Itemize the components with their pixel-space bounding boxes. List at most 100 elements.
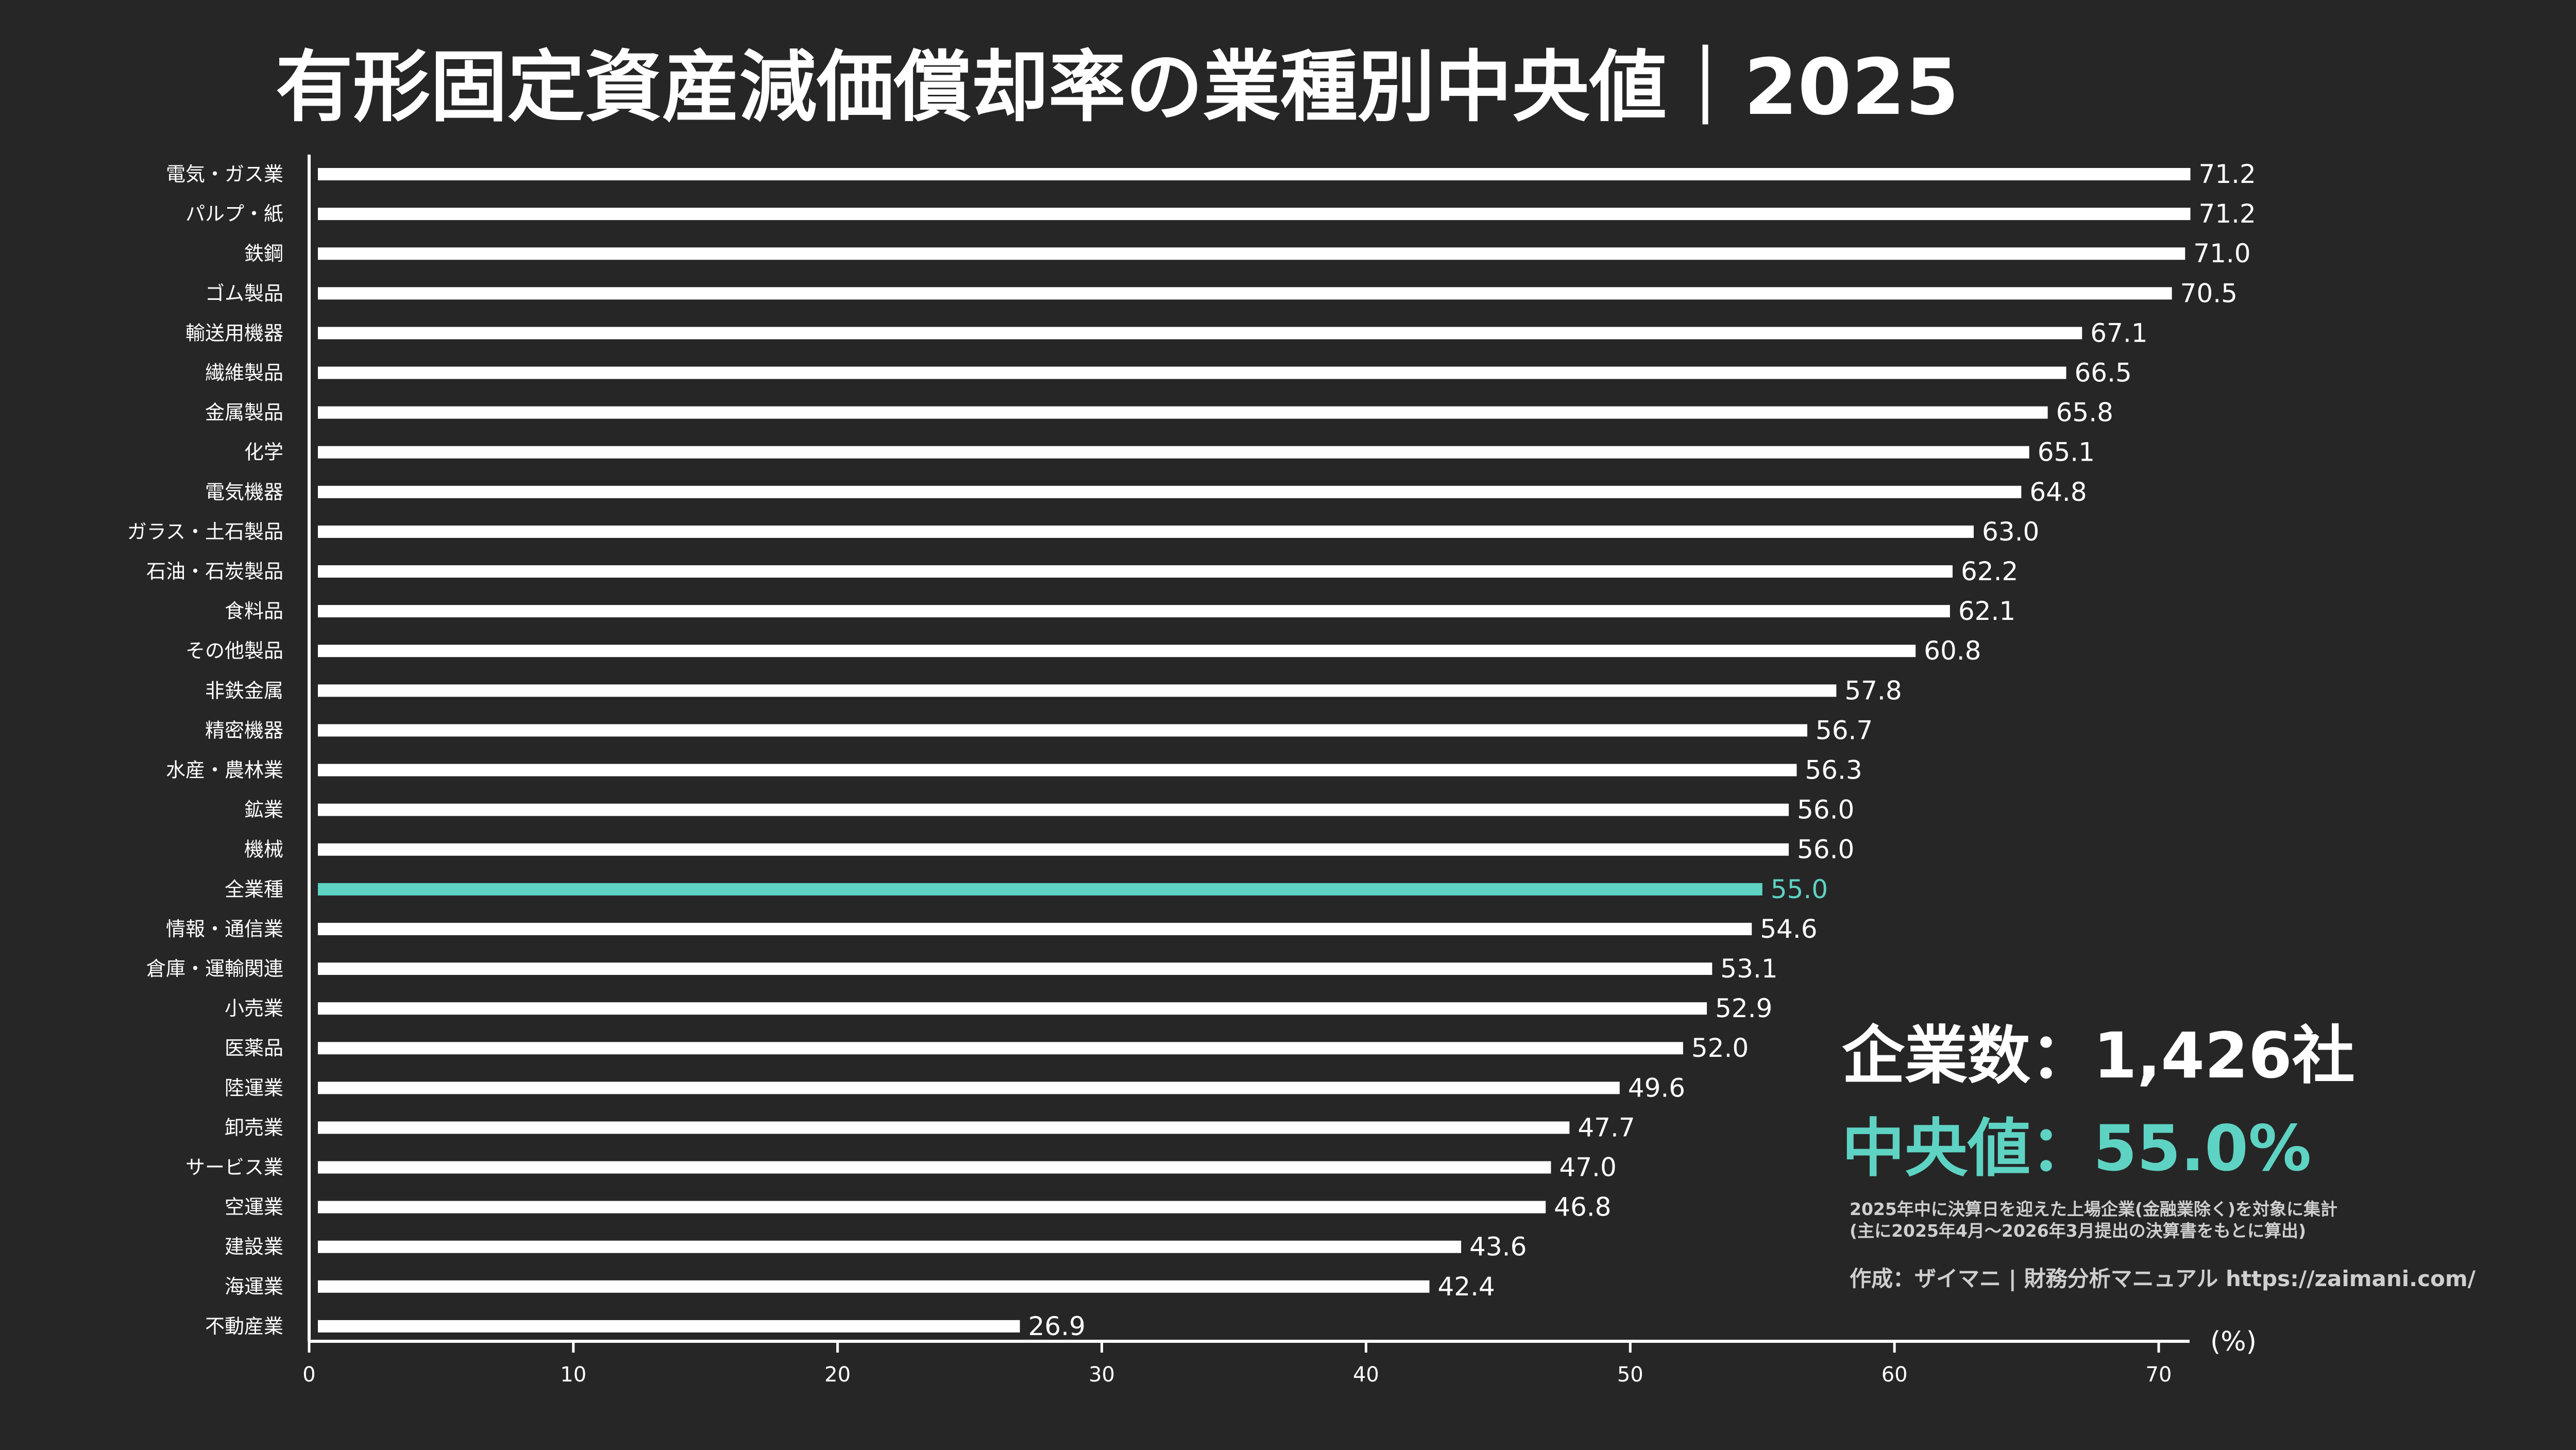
- value-label: 52.0: [1691, 1033, 1749, 1063]
- category-label: 繊維製品: [205, 362, 283, 384]
- category-label: 鉱業: [244, 799, 283, 821]
- bar: [318, 1121, 1570, 1134]
- x-tick-label: 50: [1617, 1363, 1643, 1387]
- value-label: 56.0: [1797, 795, 1854, 825]
- value-label: 60.8: [1924, 636, 1981, 666]
- bar: [318, 1161, 1551, 1174]
- value-label: 57.8: [1844, 676, 1902, 705]
- bar: [318, 327, 2082, 340]
- bar: [318, 525, 1974, 538]
- bar: [318, 605, 1950, 618]
- category-label: 不動産業: [205, 1315, 283, 1338]
- category-label: サービス業: [185, 1156, 283, 1179]
- category-label: 全業種: [225, 878, 283, 901]
- bar: [318, 803, 1789, 816]
- value-label: 47.0: [1559, 1153, 1616, 1183]
- bar: [318, 684, 1837, 697]
- company-count: 企業数：1,426社: [1842, 1019, 2355, 1092]
- value-label: 71.2: [2199, 159, 2256, 189]
- value-label: 66.5: [2075, 358, 2132, 388]
- x-tick-label: 70: [2146, 1363, 2172, 1387]
- chart-title: 有形固定資産減価償却率の業種別中央値｜2025: [276, 43, 1959, 132]
- bar: [318, 1280, 1430, 1293]
- category-label: ガラス・土石製品: [127, 520, 283, 543]
- bar: [318, 645, 1916, 657]
- value-label: 54.6: [1760, 914, 1817, 944]
- value-label: 65.1: [2038, 437, 2095, 467]
- bar: [318, 1042, 1683, 1055]
- value-label: 49.6: [1628, 1073, 1685, 1103]
- category-label: 精密機器: [205, 719, 283, 741]
- value-label: 42.4: [1438, 1272, 1495, 1302]
- bar: [318, 208, 2191, 221]
- category-label: その他製品: [185, 639, 283, 662]
- bar: [318, 1320, 1020, 1333]
- bar: [318, 565, 1953, 578]
- bar: [318, 406, 2048, 419]
- category-label: 海運業: [225, 1275, 283, 1298]
- value-label: 46.8: [1554, 1192, 1611, 1222]
- category-label: 鉄鋼: [244, 242, 283, 265]
- category-label: 輸送用機器: [185, 322, 283, 344]
- bar: [318, 724, 1807, 737]
- value-label: 53.1: [1720, 954, 1777, 984]
- bar: [318, 446, 2029, 459]
- bar: [318, 287, 2172, 300]
- value-label: 56.3: [1805, 755, 1862, 785]
- bar: [318, 963, 1713, 975]
- category-label: 電気機器: [205, 481, 283, 503]
- value-label: 71.0: [2193, 239, 2250, 268]
- bar: [318, 247, 2185, 260]
- value-label: 56.7: [1816, 715, 1873, 745]
- x-tick-label: 40: [1353, 1363, 1379, 1387]
- bar: [318, 883, 1762, 896]
- category-label: 非鉄金属: [205, 679, 283, 702]
- category-label: 建設業: [225, 1236, 283, 1258]
- category-label: 空運業: [225, 1196, 283, 1219]
- bar: [318, 922, 1752, 935]
- credit-line: 作成：ザイマニ | 財務分析マニュアル https://zaimani.com/: [1850, 1266, 2476, 1291]
- value-label: 67.1: [2090, 318, 2147, 348]
- category-label: 陸運業: [225, 1076, 283, 1099]
- value-label: 62.2: [1961, 557, 2018, 586]
- note-line-2: (主に2025年4月〜2026年3月提出の決算書をもとに算出): [1850, 1221, 2307, 1241]
- category-label: 食料品: [225, 600, 283, 622]
- category-label: 倉庫・運輸関連: [146, 957, 283, 980]
- value-label: 62.1: [1958, 596, 2015, 626]
- category-label: 化学: [244, 441, 283, 464]
- value-label: 71.2: [2199, 199, 2256, 229]
- category-label: 電気・ガス業: [166, 163, 283, 186]
- bar: [318, 485, 2022, 498]
- median-value: 中央値：55.0%: [1842, 1112, 2312, 1185]
- value-label: 43.6: [1469, 1232, 1527, 1262]
- category-label: 医薬品: [225, 1037, 283, 1059]
- category-label: 水産・農林業: [166, 759, 283, 782]
- bar: [318, 1240, 1462, 1253]
- category-label: パルプ・紙: [185, 203, 283, 225]
- value-label: 26.9: [1028, 1311, 1086, 1341]
- note-line-1: 2025年中に決算日を迎えた上場企業(金融業除く)を対象に集計: [1850, 1199, 2338, 1219]
- value-label: 63.0: [1982, 517, 2039, 547]
- value-label: 47.7: [1578, 1112, 1635, 1142]
- value-label: 52.9: [1715, 993, 1772, 1023]
- value-label: 56.0: [1797, 835, 1854, 865]
- value-label: 64.8: [2029, 477, 2087, 507]
- x-unit-label: (%): [2210, 1326, 2257, 1357]
- x-tick-label: 10: [560, 1363, 586, 1387]
- bar: [318, 168, 2191, 180]
- category-label: ゴム製品: [205, 282, 283, 305]
- category-label: 石油・石炭製品: [146, 560, 283, 583]
- category-label: 情報・通信業: [166, 918, 283, 940]
- x-tick-label: 60: [1882, 1363, 1908, 1387]
- bar: [318, 1082, 1620, 1094]
- category-label: 小売業: [225, 997, 283, 1020]
- category-label: 機械: [244, 838, 283, 861]
- bar: [318, 1201, 1546, 1213]
- bar: [318, 1002, 1707, 1015]
- bar: [318, 764, 1797, 777]
- category-label: 卸売業: [225, 1116, 283, 1139]
- value-label: 55.0: [1771, 874, 1828, 904]
- x-tick-label: 0: [302, 1363, 315, 1387]
- bar: [318, 843, 1789, 856]
